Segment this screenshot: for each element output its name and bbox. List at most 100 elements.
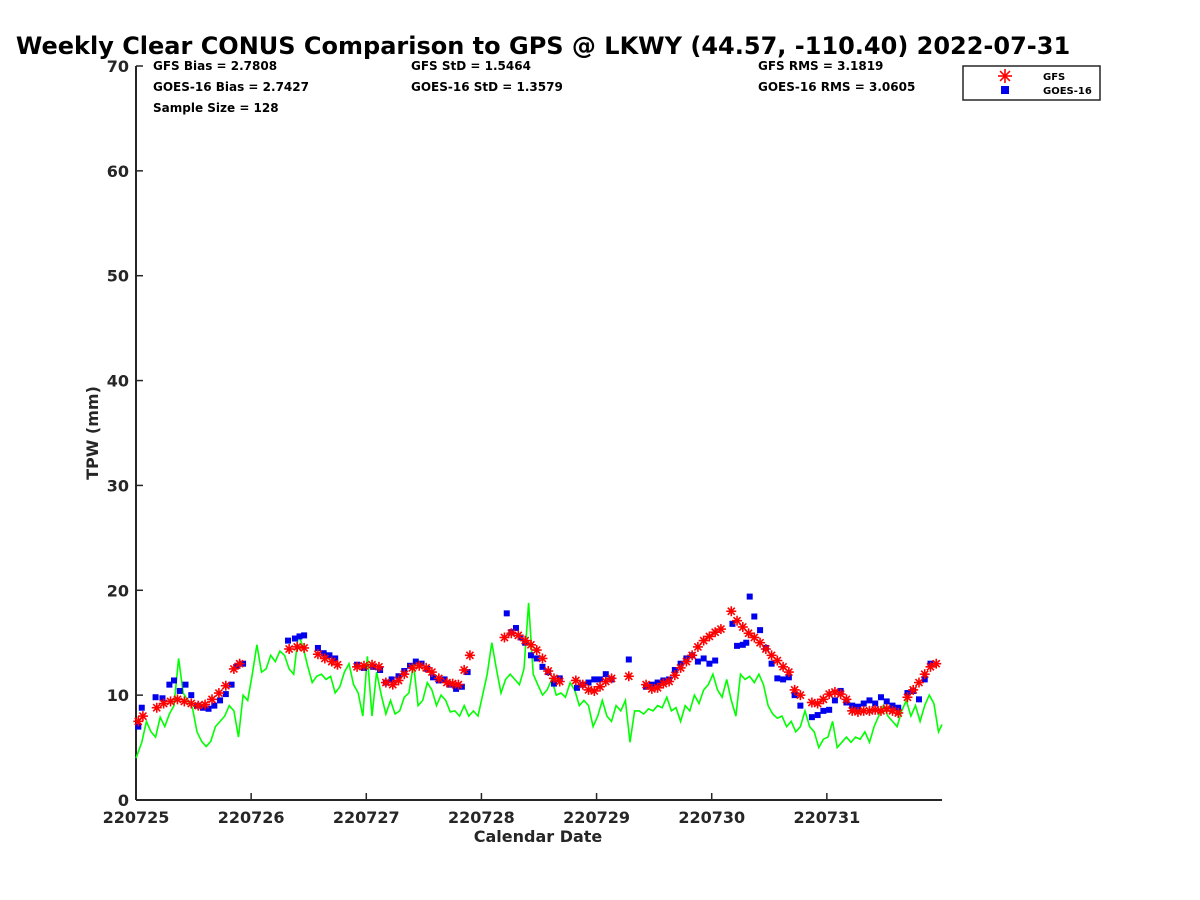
gfs-point (206, 694, 217, 705)
goes-point (895, 704, 902, 711)
goes-point (228, 681, 235, 688)
x-tick-label: 220731 (793, 808, 860, 827)
gfs-point (675, 662, 686, 673)
goes-point (814, 712, 821, 719)
goes-point (739, 641, 746, 648)
gfs-point (652, 682, 663, 693)
goes-point (138, 704, 145, 711)
gps-line (135, 602, 943, 759)
x-tick-label: 220725 (103, 808, 170, 827)
gfs-point (380, 677, 391, 688)
goes-point (602, 671, 609, 678)
gfs-point (772, 655, 783, 666)
legend-goes-label: GOES-16 (1043, 86, 1092, 97)
gfs-point (284, 644, 295, 655)
x-tick-label: 220726 (218, 808, 285, 827)
gfs-point (200, 699, 211, 710)
goes-point (746, 593, 753, 600)
goes-point (797, 702, 804, 709)
goes-point (706, 660, 713, 667)
stats-block: GFS Bias = 2.7808 GOES-16 Bias = 2.7427 … (153, 59, 915, 115)
sample-size-stat: Sample Size = 128 (153, 101, 279, 115)
gfs-std-stat: GFS StD = 1.5464 (411, 59, 531, 73)
goes-point (296, 633, 303, 640)
gfs-point (537, 653, 548, 664)
gfs-point (414, 660, 425, 671)
goes-point (757, 627, 764, 634)
goes-point (849, 702, 856, 709)
legend-gfs-label: GFS (1043, 72, 1065, 83)
gfs-point (220, 680, 231, 691)
goes-point (774, 675, 781, 682)
gfs-point (459, 664, 470, 675)
gfs-point (453, 679, 464, 690)
goes-point (301, 632, 308, 639)
gfs-point (172, 694, 183, 705)
gfs-point (165, 696, 176, 707)
gfs-point (698, 635, 709, 646)
gfs-point (681, 656, 692, 667)
gfs-point (421, 662, 432, 673)
gfs-point (352, 661, 363, 672)
y-tick-label: 30 (107, 476, 129, 495)
goes-point (889, 702, 896, 709)
goes-point (539, 663, 546, 670)
gfs-point (373, 661, 384, 672)
gfs-point (760, 644, 771, 655)
y-tick-label: 0 (118, 791, 129, 810)
gfs-point (407, 662, 418, 673)
gfs-point (595, 681, 606, 692)
goes-point (447, 681, 454, 688)
goes-point (188, 692, 195, 699)
gfs-point (332, 659, 343, 670)
gfs-point (234, 658, 245, 669)
gfs-point (669, 670, 680, 681)
goes-point (159, 695, 166, 702)
goes-point (597, 676, 604, 683)
gfs-point (743, 628, 754, 639)
goes-rms-stat: GOES-16 RMS = 3.0605 (758, 80, 915, 94)
goes-point (170, 677, 177, 684)
gfs-point (687, 650, 698, 661)
legend-gfs-marker (998, 69, 1012, 83)
gfs-point (531, 645, 542, 656)
goes-point (743, 639, 750, 646)
y-tick-label: 20 (107, 581, 129, 600)
gfs-point (158, 698, 169, 709)
goes-point (512, 625, 519, 632)
y-axis: 0 10 20 30 40 50 60 70 (107, 57, 143, 810)
gfs-point (292, 641, 303, 652)
gfs-point (795, 690, 806, 701)
chart-title: Weekly Clear CONUS Comparison to GPS @ L… (16, 32, 1070, 60)
goes-point (700, 655, 707, 662)
goes-point (176, 687, 183, 694)
gfs-point (513, 630, 524, 641)
goes-point (550, 680, 557, 687)
y-axis-label: TPW (mm) (83, 386, 102, 480)
legend-box (962, 65, 1101, 101)
gfs-point (589, 685, 600, 696)
goes-point (284, 637, 291, 644)
gfs-point (664, 676, 675, 687)
goes-point (326, 652, 333, 659)
goes-point (377, 666, 384, 673)
goes-point (921, 676, 928, 683)
gfs-point (554, 676, 565, 687)
gfs-point (783, 667, 794, 678)
gfs-point (841, 694, 852, 705)
legend-gfs-asterisk (998, 69, 1012, 83)
gfs-point (919, 669, 930, 680)
gfs-point (812, 698, 823, 709)
gfs-point (641, 679, 652, 690)
gfs-point (606, 673, 617, 684)
goes-point (729, 620, 736, 627)
goes-point (503, 610, 510, 617)
gfs-point (193, 700, 204, 711)
gfs-point (908, 684, 919, 695)
goes-point (217, 697, 224, 704)
goes-point (866, 697, 873, 704)
gfs-point (570, 675, 581, 686)
gfs-point (829, 686, 840, 697)
x-tick-label: 220730 (678, 808, 745, 827)
gfs-point (543, 666, 554, 677)
